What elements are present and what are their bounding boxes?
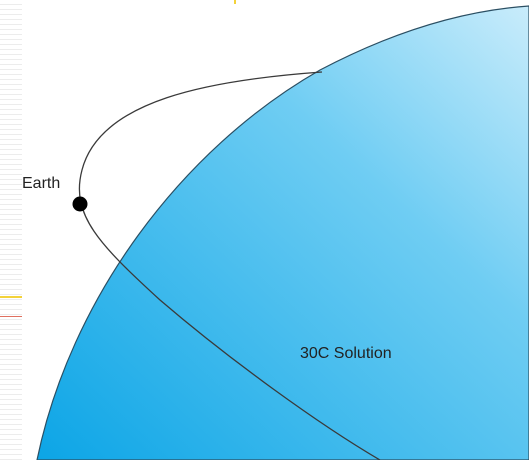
- earth-marker: [72, 196, 88, 212]
- margin-mark-red: [0, 316, 22, 317]
- solution-region: [36, 5, 529, 460]
- earth-label: Earth: [22, 175, 61, 192]
- orbit-path: [78, 71, 381, 460]
- margin-mark-yellow: [0, 296, 22, 298]
- top-edge-mark: [234, 0, 236, 4]
- solution-region-label: 30C Solution: [300, 345, 392, 362]
- left-margin-rule-lines: [0, 0, 22, 460]
